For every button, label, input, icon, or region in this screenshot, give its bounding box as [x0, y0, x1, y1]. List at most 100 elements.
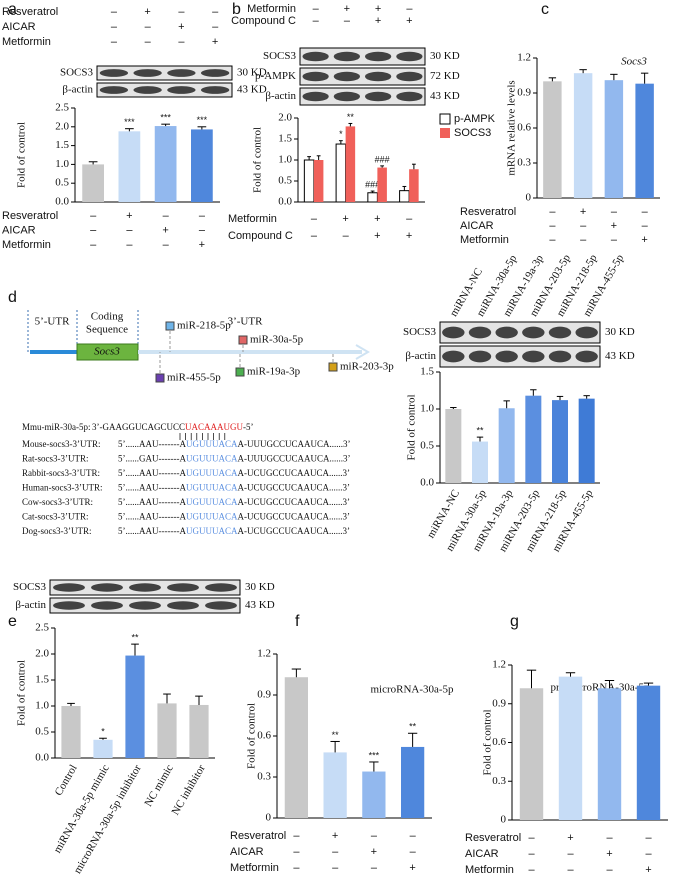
significance: ***	[124, 117, 135, 127]
blot-band	[302, 91, 329, 102]
y-tick-label: 1.0	[35, 700, 49, 712]
utr-sequence: 5’......AAU-------AUGUUUACAA-UCUGCCUCAAU…	[118, 512, 350, 522]
bar	[191, 129, 213, 202]
blot-band	[133, 69, 162, 77]
utr-sequence: 5’......GAU-------AUGUUUACAA-UUUGCCUCAAU…	[118, 454, 351, 464]
condition-label: AICAR	[465, 848, 499, 860]
bar	[604, 80, 624, 198]
panel-letter: d	[8, 289, 17, 306]
bar	[552, 400, 568, 483]
y-tick-label: 1.5	[278, 133, 292, 145]
bar	[157, 703, 177, 758]
utr3-arrow	[355, 344, 370, 360]
condition-sign: –	[410, 830, 417, 842]
bar	[284, 677, 308, 818]
condition-sign: –	[606, 864, 613, 876]
blot-condition-sign: +	[375, 15, 381, 27]
y-tick-label: 0.3	[257, 771, 271, 783]
mirna-label: miR-30a-5p	[250, 334, 304, 346]
y-tick-label: 0.6	[517, 122, 531, 134]
blot-band-size: 72 KD	[430, 70, 460, 82]
blot-band-size: 30 KD	[430, 50, 460, 62]
blot-condition-sign: –	[178, 36, 185, 48]
bar	[345, 126, 356, 202]
y-tick-label: 0.0	[55, 196, 69, 208]
condition-sign: –	[293, 862, 300, 874]
bar	[82, 164, 104, 202]
condition-sign: –	[611, 234, 618, 246]
condition-sign: –	[332, 862, 339, 874]
condition-sign: –	[549, 206, 556, 218]
significance: *	[101, 727, 105, 737]
sequence-part: 5’......AAU-------A	[118, 497, 186, 507]
blot-condition-sign: –	[406, 3, 413, 15]
blot-band	[167, 86, 196, 94]
chart-title: microRNA-30a-5p	[370, 684, 454, 696]
blot-condition-label: Metformin	[247, 3, 296, 15]
y-tick-label: 0.5	[55, 177, 69, 189]
condition-sign: –	[311, 213, 318, 225]
mirna-label: miR-19a-3p	[247, 366, 301, 378]
y-axis-label: Fold of control	[246, 703, 258, 769]
mirna-marker	[155, 373, 165, 383]
y-tick-label: 1.2	[257, 648, 271, 660]
region-label: 5’-UTR	[35, 316, 70, 328]
blot-band	[333, 51, 360, 62]
sequence-part: A-UCUGCCUCAAUCA......3’	[237, 512, 350, 522]
condition-label: Metformin	[460, 234, 509, 246]
significance: *	[339, 129, 343, 139]
condition-sign: –	[528, 864, 535, 876]
binding-site: UGUUUACA	[186, 483, 238, 493]
condition-sign: –	[528, 848, 535, 860]
bar	[367, 192, 378, 203]
blot-condition-label: Resveratrol	[2, 6, 58, 18]
sequence-part: 5’......AAU-------A	[118, 512, 186, 522]
blot-band-label: β-actin	[15, 599, 46, 611]
species-label: Rat-socs3-3’UTR:	[22, 454, 89, 464]
bar	[335, 143, 347, 203]
blot-strip	[299, 67, 426, 86]
blot-band-size: 43 KD	[605, 350, 635, 362]
mirna-marker	[165, 321, 175, 331]
y-tick-label: 1.5	[55, 139, 69, 151]
blot-condition-sign: +	[406, 15, 412, 27]
blot-band	[333, 71, 360, 82]
condition-sign: –	[549, 220, 556, 232]
blot-band	[333, 91, 360, 102]
y-tick-label: 0.5	[278, 175, 292, 187]
blot-band	[167, 69, 196, 77]
y-tick-label: 1.0	[55, 158, 69, 170]
blot-band	[53, 583, 85, 592]
bar	[636, 685, 661, 820]
x-tick-label: Control	[53, 763, 80, 798]
condition-sign: –	[642, 206, 649, 218]
mirna-marker	[328, 362, 338, 372]
condition-sign: –	[567, 848, 574, 860]
blot-band-label: β-actin	[265, 90, 296, 102]
y-tick-label: 1.0	[420, 403, 434, 415]
blot-band-size: 43 KD	[237, 84, 267, 96]
blot-band	[396, 51, 423, 62]
condition-label: Metformin	[228, 213, 277, 225]
sequence-part: A-UCUGCCUCAAUCA......3’	[237, 468, 350, 478]
bar	[519, 688, 544, 820]
blot-band	[200, 69, 230, 77]
panel-letter: c	[541, 1, 549, 18]
bar	[573, 73, 593, 198]
sequence-part: A-UUUGCCUCAAUCA......3’	[237, 439, 350, 449]
condition-sign: +	[162, 224, 168, 236]
condition-sign: –	[580, 220, 587, 232]
seed-sequence: UACAAAUGU	[185, 422, 243, 432]
blot-band-size: 30 KD	[605, 326, 635, 338]
species-label: Rabbit-socs3-3’UTR:	[22, 468, 100, 478]
mirna-marker	[235, 367, 245, 377]
blot-condition-sign: –	[111, 21, 118, 33]
significance: ###	[365, 179, 380, 189]
blot-strip	[299, 87, 426, 106]
blot-band	[133, 86, 162, 94]
blot-band	[396, 71, 423, 82]
bar	[401, 746, 425, 818]
binding-site: UGUUUACA	[186, 439, 238, 449]
blot-condition-sign: +	[144, 6, 150, 18]
